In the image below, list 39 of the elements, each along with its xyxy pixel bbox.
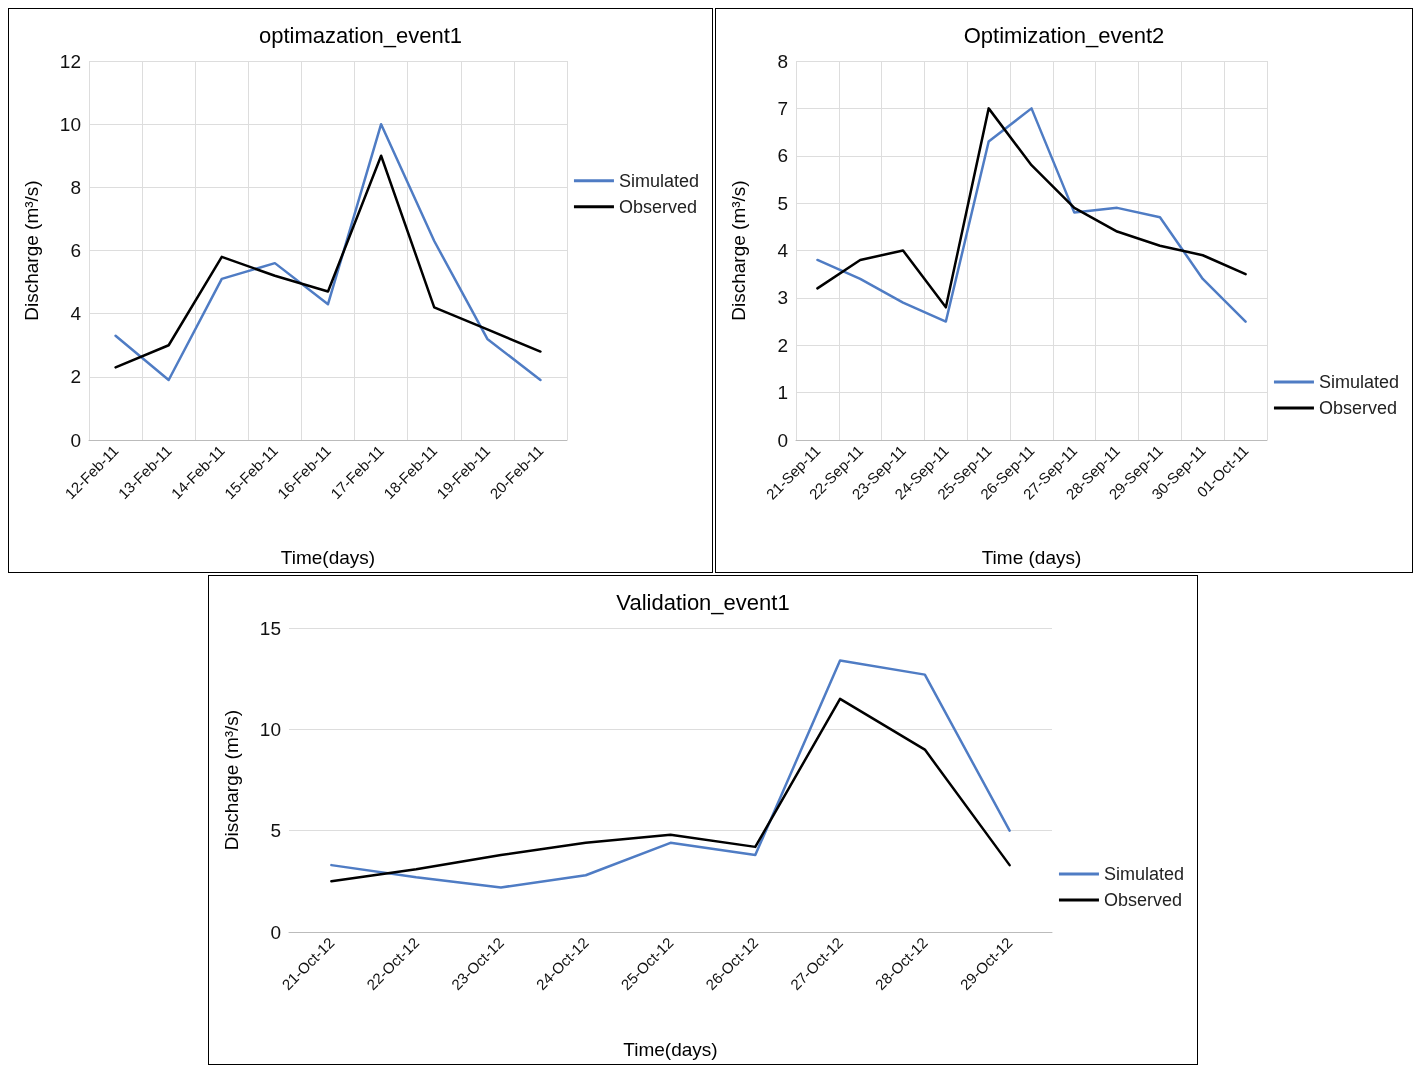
y-tick-label: 15 [259,617,281,639]
chart-title: Validation_event1 [616,589,790,615]
y-tick-label: 10 [59,113,81,135]
y-tick-label: 2 [70,366,81,388]
y-tick-label: 0 [70,429,81,451]
y-tick-label: 6 [70,240,81,261]
y-axis-title: Discharge (m³/s) [728,180,749,321]
y-tick-label: 2 [777,334,788,356]
y-tick-label: 4 [777,240,789,261]
y-tick-label: 8 [777,50,788,72]
y-tick-label: 0 [777,429,788,451]
legend-label: Simulated [1103,864,1184,884]
legend-label: Observed [618,196,697,217]
y-tick-label: 4 [70,303,82,325]
y-tick-label: 12 [59,50,81,72]
y-tick-label: 8 [70,176,81,198]
y-tick-label: 6 [777,145,788,167]
y-tick-label: 0 [270,921,281,943]
y-tick-label: 5 [270,820,281,842]
chart-title: Optimization_event2 [963,22,1165,48]
x-axis-title: Time(days) [280,547,376,568]
line-series [330,659,1011,889]
x-axis-title: Time (days) [981,547,1082,568]
y-tick-label: 7 [777,97,788,119]
legend-label: Observed [1103,890,1182,910]
y-axis-title: Discharge (m³/s) [221,709,242,851]
y-axis-title: Discharge (m³/s) [21,180,42,321]
chart-title: optimazation_event1 [258,22,463,48]
y-tick-label: 10 [259,718,281,740]
x-axis-title: Time(days) [623,1039,718,1060]
legend-label: Observed [1318,398,1397,418]
legend-label: Simulated [618,170,699,191]
y-tick-label: 1 [777,382,788,404]
legend-label: Simulated [1318,372,1399,392]
y-tick-label: 3 [777,287,788,309]
line-series [330,697,1011,883]
line-series [114,154,542,369]
line-series [114,122,542,382]
y-tick-label: 5 [777,192,788,214]
